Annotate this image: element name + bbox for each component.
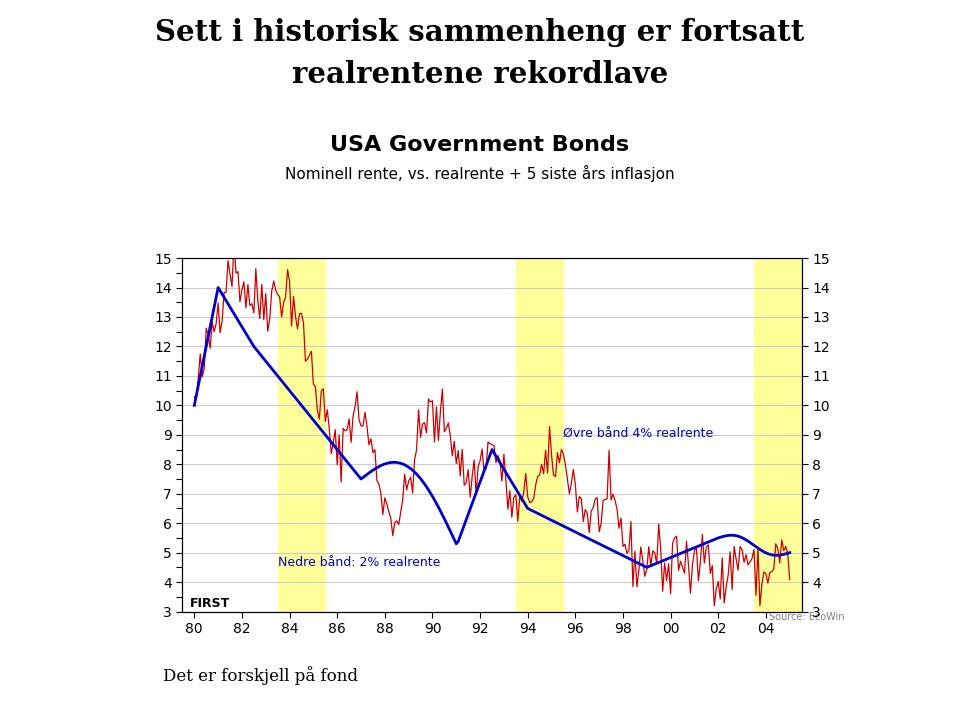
Text: FIRST: FIRST [189, 597, 229, 610]
Text: Øvre bånd 4% realrente: Øvre bånd 4% realrente [564, 428, 713, 440]
Text: USA Government Bonds: USA Government Bonds [330, 135, 630, 155]
Text: realrentene rekordlave: realrentene rekordlave [292, 60, 668, 89]
Text: Nominell rente, vs. realrente + 5 siste års inflasjon: Nominell rente, vs. realrente + 5 siste … [285, 165, 675, 182]
Bar [516, 258, 564, 612]
Bar [277, 258, 325, 612]
Text: Nedre bånd: 2% realrente: Nedre bånd: 2% realrente [277, 556, 440, 569]
Text: Det er forskjell på fond: Det er forskjell på fond [163, 667, 358, 685]
Text: Sett i historisk sammenheng er fortsatt: Sett i historisk sammenheng er fortsatt [156, 18, 804, 47]
Bar [754, 258, 802, 612]
Text: Source: EcoWin: Source: EcoWin [769, 612, 845, 621]
